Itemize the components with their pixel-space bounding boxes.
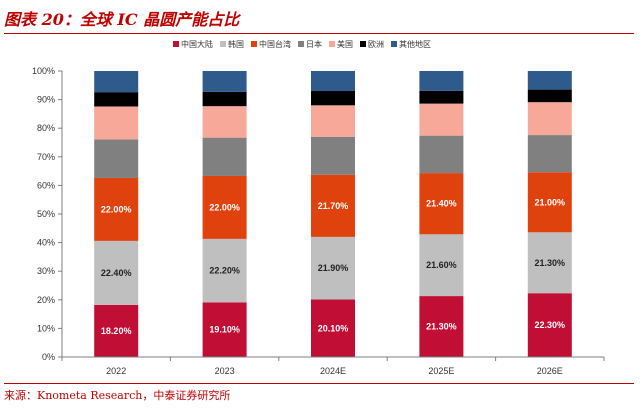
x-tick-label: 2023 <box>215 366 235 376</box>
legend-swatch <box>329 41 335 47</box>
bar-segment <box>94 304 139 357</box>
bar-segment <box>311 299 355 357</box>
bar-segment <box>527 71 572 90</box>
legend-swatch <box>220 41 226 47</box>
legend-swatch <box>298 41 304 47</box>
bar-segment <box>311 136 355 175</box>
bar-segment <box>202 175 247 239</box>
data-label: 21.40% <box>426 199 457 209</box>
data-label: 21.30% <box>535 258 566 268</box>
legend-swatch <box>173 41 179 47</box>
y-tick-label: 80% <box>37 123 55 133</box>
bar-segment <box>419 135 464 174</box>
bar-segment <box>94 92 139 107</box>
bar-segment <box>202 71 247 92</box>
legend-label: 中国台湾 <box>259 39 291 49</box>
bar-segment <box>527 102 572 136</box>
bar-segment <box>311 71 355 92</box>
bar-segment <box>94 240 139 305</box>
bar-segment <box>202 106 247 138</box>
bar-segment <box>311 105 355 137</box>
bar-segment <box>419 90 464 104</box>
bar-segment <box>419 103 464 136</box>
data-label: 21.90% <box>318 263 349 273</box>
bar-segment <box>527 172 572 233</box>
y-tick-label: 100% <box>32 66 55 76</box>
data-label: 18.20% <box>101 326 132 336</box>
data-label: 21.60% <box>426 260 457 270</box>
data-label: 21.70% <box>318 201 349 211</box>
bar-segment <box>94 139 139 178</box>
bar-segment <box>419 234 464 297</box>
legend-swatch <box>391 41 397 47</box>
bar-segment <box>202 91 247 107</box>
bar-segment <box>527 89 572 103</box>
x-tick-label: 2022 <box>106 366 126 376</box>
bar-segment <box>94 71 139 93</box>
bar-segment <box>527 232 572 294</box>
data-label: 21.00% <box>535 197 566 207</box>
data-label: 22.30% <box>535 320 566 330</box>
y-tick-label: 30% <box>37 266 55 276</box>
bar-segment <box>311 91 355 106</box>
y-tick-label: 10% <box>37 323 55 333</box>
bar-segment <box>419 71 464 91</box>
y-tick-label: 70% <box>37 152 55 162</box>
data-label: 22.00% <box>209 202 240 212</box>
title-divider <box>4 33 634 34</box>
y-tick-label: 40% <box>37 238 55 248</box>
legend-label: 欧洲 <box>368 39 384 49</box>
legend-label: 中国大陆 <box>181 39 213 49</box>
legend-swatch <box>251 41 257 47</box>
data-label: 20.10% <box>318 323 349 333</box>
bar-segment <box>527 293 572 357</box>
y-tick-label: 90% <box>37 95 55 105</box>
data-label: 22.40% <box>101 268 132 278</box>
legend-label: 日本 <box>306 39 322 49</box>
y-tick-label: 60% <box>37 180 55 190</box>
data-label: 22.00% <box>101 204 132 214</box>
bar-segment <box>202 238 247 303</box>
bar-segment <box>94 106 139 140</box>
data-label: 19.10% <box>209 325 240 335</box>
figure-title: 图表 20：全球 IC 晶圆产能占比 <box>4 10 240 29</box>
legend-label: 其他地区 <box>399 39 431 49</box>
bars: 18.20% 22.40% 22.00% 19.10% 22.20% 22.00% 20.1… <box>94 71 572 357</box>
x-tick-label: 2026E <box>537 366 563 376</box>
y-axis: 0% 10% 20% 30% 40% 50% 60% 70% 80% 90% 100% <box>32 66 63 362</box>
legend-label: 美国 <box>337 39 353 49</box>
bar-segment <box>94 177 139 241</box>
bar-segment <box>202 137 247 176</box>
x-tick-label: 2025E <box>428 366 454 376</box>
bar-segment <box>527 135 572 173</box>
bar-segment <box>419 173 464 235</box>
source-divider <box>4 383 634 384</box>
y-tick-label: 20% <box>37 295 55 305</box>
chart-legend: 中国大陆 韩国 中国台湾 日本 美国 欧洲 其他地区 <box>173 39 431 49</box>
bar-segment <box>419 296 464 357</box>
legend-swatch <box>360 41 366 47</box>
data-label: 21.30% <box>426 322 457 332</box>
data-label: 22.20% <box>209 266 240 276</box>
bar-segment <box>202 302 247 357</box>
source-note: 来源：Knometa Research，中泰证券研究所 <box>4 389 231 402</box>
bar-segment <box>311 174 355 237</box>
x-tick-label: 2024E <box>320 366 346 376</box>
x-axis: 2022 2023 2024E 2025E 2026E <box>61 356 605 376</box>
legend-label: 韩国 <box>228 39 244 49</box>
y-tick-label: 50% <box>37 209 55 219</box>
y-tick-label: 0% <box>42 352 55 362</box>
bar-segment <box>311 236 355 300</box>
